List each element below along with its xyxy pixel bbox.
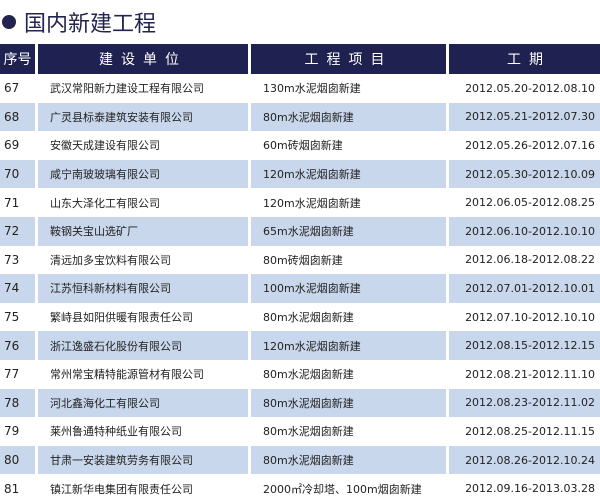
bullet-icon <box>2 15 16 29</box>
title-text: 国内新建工程 <box>24 12 157 37</box>
header-project: 工程项目 <box>251 44 446 74</box>
row-company: 山东大泽化工有限公司 <box>50 196 160 210</box>
row-index: 67 <box>4 81 20 96</box>
table-row: 79 莱州鲁通特种纸业有限公司 80m水泥烟囱新建 2012.08.25-2012.1… <box>0 417 600 446</box>
row-index: 74 <box>0 274 35 303</box>
table-row: 78 河北鑫海化工有限公司 80m水泥烟囱新建 2012.08.23-2012.11.… <box>0 388 600 418</box>
row-index: 79 <box>4 424 20 439</box>
table-row: 77 常州常宝精特能源管材有限公司 80m水泥烟囱新建 2012.08.21-2012… <box>0 360 600 389</box>
row-project: 100m水泥烟囱新建 <box>251 274 446 303</box>
row-period: 2012.08.15-2012.12.15 <box>449 331 600 360</box>
row-period: 2012.07.01-2012.10.01 <box>449 274 600 303</box>
row-project: 65m水泥烟囱新建 <box>251 216 446 246</box>
row-index: 77 <box>4 367 20 382</box>
row-project: 120m水泥烟囱新建 <box>263 196 361 210</box>
row-company: 镇江新华电集团有限责任公司 <box>50 482 193 496</box>
row-index: 73 <box>4 252 20 267</box>
row-period: 2012.06.10-2012.10.10 <box>449 216 600 246</box>
row-project: 120m水泥烟囱新建 <box>251 331 446 360</box>
row-project: 80m水泥烟囱新建 <box>251 388 446 418</box>
row-index: 75 <box>4 310 20 325</box>
row-company: 繁峙县如阳供暖有限责任公司 <box>50 311 193 325</box>
row-index: 81 <box>4 481 20 496</box>
row-company: 甘肃一安装建筑劳务有限公司 <box>38 445 248 475</box>
table-row: 72 鞍钢关宝山选矿厂 65m水泥烟囱新建 2012.06.10-2012.10.10 <box>0 216 600 246</box>
row-company: 河北鑫海化工有限公司 <box>38 388 248 418</box>
table-row: 74 江苏恒科新材料有限公司 100m水泥烟囱新建 2012.07.01-2012.1… <box>0 274 600 303</box>
row-index: 69 <box>4 138 20 153</box>
row-project: 120m水泥烟囱新建 <box>251 159 446 189</box>
row-project: 80m水泥烟囱新建 <box>251 445 446 475</box>
row-index: 78 <box>0 388 35 418</box>
row-period: 2012.08.23-2012.11.02 <box>449 388 600 418</box>
row-company: 清远加多宝饮料有限公司 <box>50 253 171 267</box>
header-index: 序号 <box>0 44 35 74</box>
table-row: 76 浙江逸盛石化股份有限公司 120m水泥烟囱新建 2012.08.15-2012.… <box>0 331 600 360</box>
row-period: 2012.08.26-2012.10.24 <box>449 445 600 475</box>
header-period: 工期 <box>449 44 600 74</box>
row-index: 72 <box>0 216 35 246</box>
page-title: 国内新建工程 <box>0 0 600 44</box>
row-company: 广灵县标泰建筑安装有限公司 <box>38 102 248 132</box>
table-row: 71 山东大泽化工有限公司 120m水泥烟囱新建 2012.06.05-2012.08… <box>0 188 600 217</box>
row-period: 2012.05.21-2012.07.30 <box>449 102 600 132</box>
row-period: 2012.08.25-2012.11.15 <box>465 424 595 438</box>
row-index: 76 <box>0 331 35 360</box>
table-row: 69 安徽天成建设有限公司 60m砖烟囱新建 2012.05.26-2012.07.1… <box>0 131 600 160</box>
project-table: 序号 建设单位 工程项目 工期 67 武汉常阳新力建设工程有限公司 130m水泥烟囱… <box>0 44 600 503</box>
table-row: 80 甘肃一安装建筑劳务有限公司 80m水泥烟囱新建 2012.08.26-2012.… <box>0 445 600 475</box>
table-row: 67 武汉常阳新力建设工程有限公司 130m水泥烟囱新建 2012.05.20-201… <box>0 74 600 103</box>
table-row: 68 广灵县标泰建筑安装有限公司 80m水泥烟囱新建 2012.05.21-2012.… <box>0 102 600 132</box>
row-period: 2012.07.10-2012.10.10 <box>465 310 595 324</box>
row-period: 2012.06.05-2012.08.25 <box>465 196 595 210</box>
row-company: 浙江逸盛石化股份有限公司 <box>38 331 248 360</box>
row-company: 武汉常阳新力建设工程有限公司 <box>50 82 204 96</box>
row-company: 莱州鲁通特种纸业有限公司 <box>50 425 182 439</box>
row-company: 常州常宝精特能源管材有限公司 <box>50 368 204 382</box>
row-project: 130m水泥烟囱新建 <box>263 82 361 96</box>
row-company: 江苏恒科新材料有限公司 <box>38 274 248 303</box>
row-index: 68 <box>0 102 35 132</box>
row-index: 80 <box>0 445 35 475</box>
header-company: 建设单位 <box>38 44 248 74</box>
row-index: 71 <box>4 195 20 210</box>
row-project: 80m水泥烟囱新建 <box>251 102 446 132</box>
table-row: 75 繁峙县如阳供暖有限责任公司 80m水泥烟囱新建 2012.07.10-2012.… <box>0 303 600 332</box>
table-row: 81 镇江新华电集团有限责任公司 2000㎡冷却塔、100m烟囱新建 2012.09.… <box>0 474 600 503</box>
row-project: 80m水泥烟囱新建 <box>263 368 354 382</box>
row-project: 80m水泥烟囱新建 <box>263 311 354 325</box>
row-period: 2012.05.20-2012.08.10 <box>465 81 595 95</box>
row-period: 2012.05.26-2012.07.16 <box>465 138 595 152</box>
row-period: 2012.06.18-2012.08.22 <box>465 253 595 267</box>
row-period: 2012.05.30-2012.10.09 <box>449 159 600 189</box>
row-period: 2012.09.16-2013.03.28 <box>465 482 595 496</box>
row-period: 2012.08.21-2012.11.10 <box>465 367 595 381</box>
table-header: 序号 建设单位 工程项目 工期 <box>0 44 600 74</box>
row-company: 鞍钢关宝山选矿厂 <box>38 216 248 246</box>
row-index: 70 <box>0 159 35 189</box>
row-project: 80m砖烟囱新建 <box>263 253 343 267</box>
row-company: 安徽天成建设有限公司 <box>50 139 160 153</box>
row-project: 60m砖烟囱新建 <box>263 139 343 153</box>
row-project: 2000㎡冷却塔、100m烟囱新建 <box>263 482 422 496</box>
row-company: 咸宁南玻玻璃有限公司 <box>38 159 248 189</box>
row-project: 80m水泥烟囱新建 <box>263 425 354 439</box>
table-row: 70 咸宁南玻玻璃有限公司 120m水泥烟囱新建 2012.05.30-2012.10… <box>0 159 600 189</box>
table-row: 73 清远加多宝饮料有限公司 80m砖烟囱新建 2012.06.18-2012.08.… <box>0 246 600 275</box>
